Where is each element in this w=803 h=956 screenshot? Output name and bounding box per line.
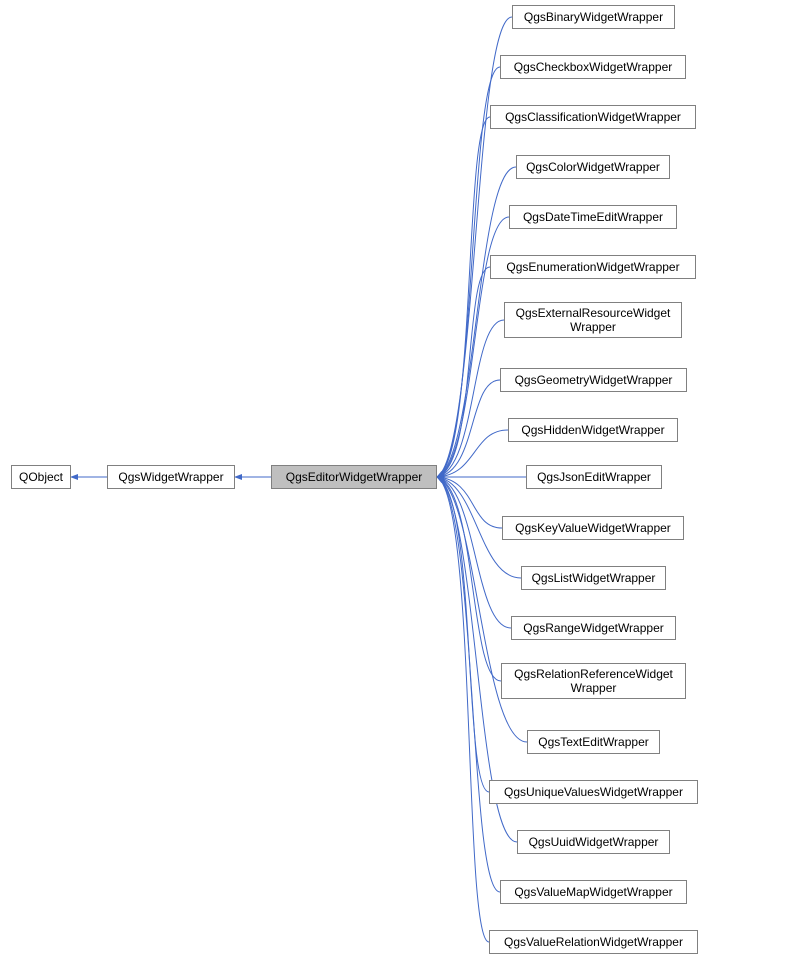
node-hidden[interactable]: QgsHiddenWidgetWrapper [508, 418, 678, 442]
node-qobject[interactable]: QObject [11, 465, 71, 489]
edge-unique-to-editorwrapper [437, 477, 489, 792]
node-json[interactable]: QgsJsonEditWrapper [526, 465, 662, 489]
edge-valuerelation-to-editorwrapper [437, 477, 489, 942]
edge-classification-to-editorwrapper [437, 117, 490, 477]
node-editorwrapper[interactable]: QgsEditorWidgetWrapper [271, 465, 437, 489]
node-uuid[interactable]: QgsUuidWidgetWrapper [517, 830, 670, 854]
node-enumeration[interactable]: QgsEnumerationWidgetWrapper [490, 255, 696, 279]
edge-binary-to-editorwrapper [437, 17, 512, 477]
node-color[interactable]: QgsColorWidgetWrapper [516, 155, 670, 179]
node-external[interactable]: QgsExternalResourceWidget Wrapper [504, 302, 682, 338]
node-list[interactable]: QgsListWidgetWrapper [521, 566, 666, 590]
node-range[interactable]: QgsRangeWidgetWrapper [511, 616, 676, 640]
node-valuemap[interactable]: QgsValueMapWidgetWrapper [500, 880, 687, 904]
node-datetime[interactable]: QgsDateTimeEditWrapper [509, 205, 677, 229]
node-checkbox[interactable]: QgsCheckboxWidgetWrapper [500, 55, 686, 79]
node-keyvalue[interactable]: QgsKeyValueWidgetWrapper [502, 516, 684, 540]
node-geometry[interactable]: QgsGeometryWidgetWrapper [500, 368, 687, 392]
node-relationref[interactable]: QgsRelationReferenceWidget Wrapper [501, 663, 686, 699]
node-binary[interactable]: QgsBinaryWidgetWrapper [512, 5, 675, 29]
node-valuerelation[interactable]: QgsValueRelationWidgetWrapper [489, 930, 698, 954]
node-widgetwrapper[interactable]: QgsWidgetWrapper [107, 465, 235, 489]
node-textedit[interactable]: QgsTextEditWrapper [527, 730, 660, 754]
edge-valuemap-to-editorwrapper [437, 477, 500, 892]
node-unique[interactable]: QgsUniqueValuesWidgetWrapper [489, 780, 698, 804]
node-classification[interactable]: QgsClassificationWidgetWrapper [490, 105, 696, 129]
